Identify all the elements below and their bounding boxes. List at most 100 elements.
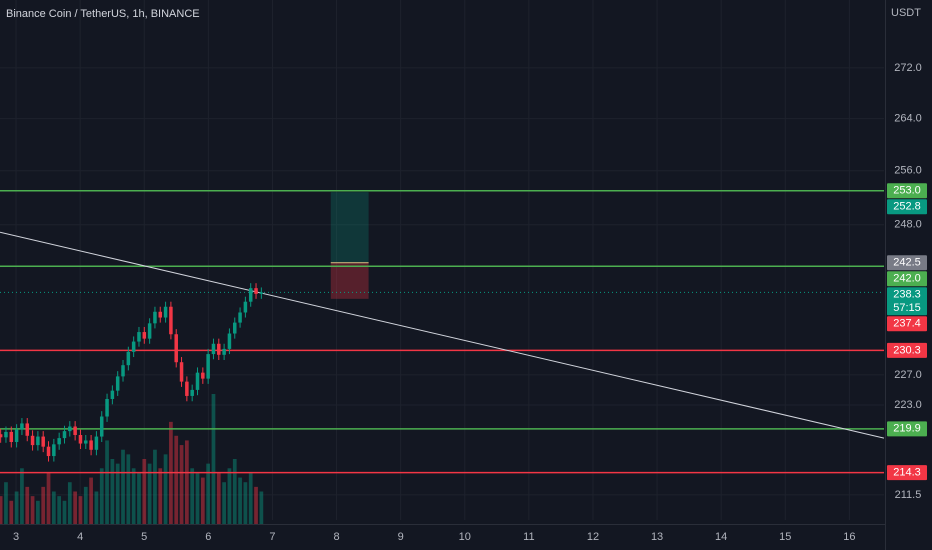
candle-body — [57, 438, 61, 445]
x-tick-label: 15 — [779, 531, 791, 543]
y-tick-label: 272.0 — [894, 62, 922, 74]
y-tick-label: 211.5 — [895, 489, 922, 501]
volume-bar — [259, 491, 264, 524]
volume-bar — [131, 468, 136, 524]
y-tick-label: 223.0 — [894, 399, 922, 411]
volume-bar — [179, 445, 184, 524]
candle-body — [153, 311, 157, 324]
candle-body — [259, 292, 264, 294]
volume-bar — [153, 449, 157, 524]
x-tick-label: 16 — [843, 531, 855, 543]
volume-bar — [147, 463, 152, 524]
y-tick-label: 248.0 — [894, 219, 922, 231]
candle-body — [30, 435, 35, 446]
volume-bar — [89, 477, 93, 524]
price-badge — [887, 287, 927, 316]
volume-bar — [211, 394, 216, 524]
volume-bar — [238, 477, 242, 524]
volume-bar — [115, 463, 120, 524]
volume-bar — [57, 496, 62, 524]
candle-body — [99, 416, 104, 437]
volume-bar — [185, 440, 189, 524]
y-tick-label: 256.0 — [894, 165, 922, 177]
candle-body — [46, 446, 51, 457]
volume-bar — [0, 496, 3, 524]
trend-line — [0, 231, 885, 439]
volume-bar — [222, 482, 226, 524]
candle-body — [222, 348, 226, 355]
candle-body — [174, 334, 178, 363]
x-tick-label: 7 — [269, 531, 275, 543]
volume-bar — [14, 491, 19, 524]
volume-bar — [121, 449, 125, 524]
volume-bar — [94, 491, 99, 524]
candle-body — [137, 332, 141, 342]
candle-body — [195, 372, 200, 390]
volume-bar — [163, 454, 168, 524]
y-tick-label: 227.0 — [894, 369, 922, 381]
volume-bar — [41, 486, 46, 524]
candle-body — [206, 354, 210, 379]
volume-bar — [232, 459, 237, 524]
chart-title: Binance Coin / TetherUS, 1h, BINANCE — [6, 8, 200, 20]
price-badge-label: 242.0 — [893, 273, 921, 285]
price-badge — [887, 316, 927, 332]
axis-unit: USDT — [891, 7, 921, 19]
x-tick-label: 14 — [715, 531, 727, 543]
volume-bar — [174, 435, 179, 524]
volume-bar — [30, 496, 35, 524]
volume-bar — [9, 500, 14, 524]
price-badge-label: 219.9 — [893, 423, 921, 435]
candle-body — [20, 423, 24, 430]
price-badge — [887, 465, 927, 481]
volume-bar — [158, 468, 163, 524]
candle-body — [9, 431, 14, 442]
candle-body — [41, 436, 45, 447]
candle-body — [115, 376, 120, 391]
volume-bar — [110, 459, 115, 524]
volume-bar — [216, 472, 221, 524]
candle-body — [211, 343, 216, 355]
x-tick-label: 13 — [651, 531, 663, 543]
x-tick-label: 9 — [398, 531, 404, 543]
candle-body — [62, 431, 67, 439]
position-target-zone — [330, 192, 369, 263]
candle-body — [201, 372, 205, 379]
volume-bar — [20, 468, 24, 524]
volume-bar — [46, 472, 51, 524]
price-badge — [887, 271, 927, 287]
volume-bar — [4, 482, 8, 524]
candle-body — [142, 332, 147, 339]
candle-body — [78, 435, 83, 444]
x-tick-label: 5 — [141, 531, 147, 543]
volume-bar — [190, 468, 195, 524]
candle-body — [84, 440, 88, 444]
candle-body — [25, 423, 30, 436]
x-tick-label: 3 — [13, 531, 19, 543]
price-badge-label: 238.3 — [893, 289, 921, 301]
candle-body — [238, 312, 242, 323]
candle-body — [158, 311, 163, 318]
volume-bar — [137, 472, 141, 524]
candle-body — [73, 426, 77, 436]
candle-body — [227, 333, 232, 349]
candle-body — [121, 365, 125, 377]
position-stop-zone — [330, 262, 369, 299]
volume-bar — [67, 482, 72, 524]
volume-bar — [126, 454, 131, 524]
candle-body — [89, 440, 93, 450]
candle-body — [254, 288, 258, 294]
price-badge — [887, 421, 927, 437]
volume-bar — [99, 468, 104, 524]
volume-bar — [73, 491, 77, 524]
volume-bar — [105, 440, 109, 524]
volume-bar — [206, 463, 211, 524]
candle-body — [163, 306, 168, 318]
candle-body — [4, 431, 8, 438]
price-badge — [887, 255, 927, 271]
volume-bar — [254, 486, 258, 524]
candle-body — [185, 381, 189, 396]
volume-bar — [227, 468, 232, 524]
